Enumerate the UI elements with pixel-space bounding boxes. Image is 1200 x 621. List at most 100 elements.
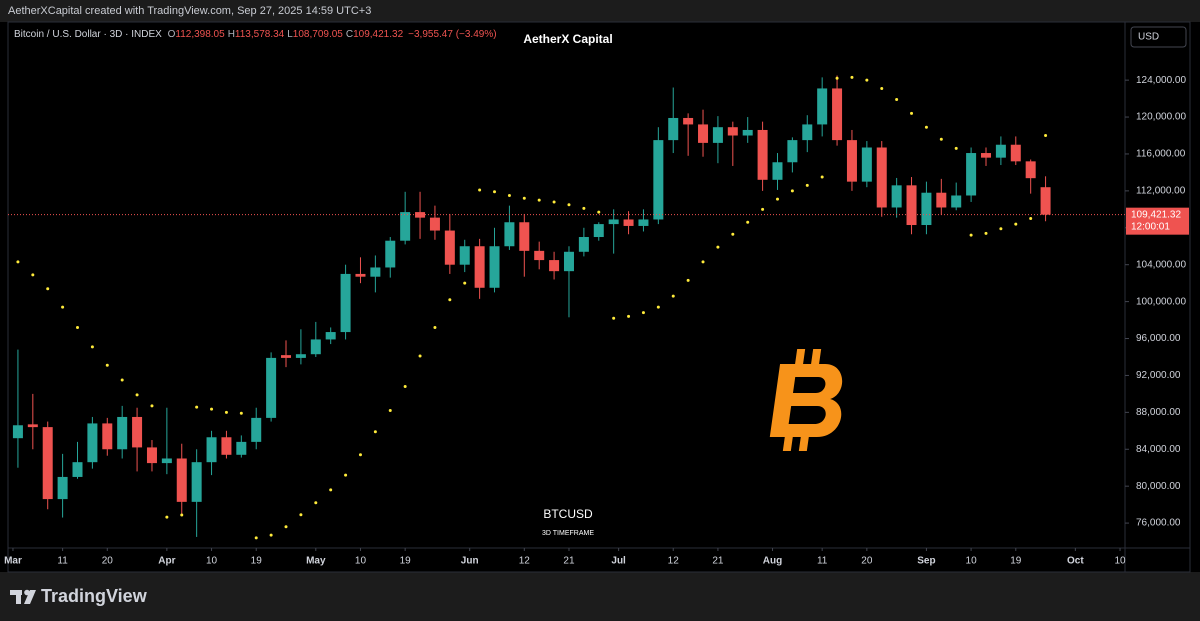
bitcoin-logo	[769, 349, 843, 451]
candle-body	[489, 246, 500, 288]
x-tick-label: 11	[57, 556, 68, 567]
x-tick-label: 11	[817, 556, 828, 567]
candle-body	[876, 147, 887, 208]
countdown: 12:00:01	[1131, 221, 1170, 232]
sar-dot	[448, 298, 452, 302]
y-tick-label: 124,000.00	[1136, 75, 1186, 86]
candle-body	[951, 195, 962, 208]
candle-body	[891, 185, 902, 208]
sar-dot	[507, 193, 511, 197]
sar-dot	[210, 407, 214, 411]
candle-body	[727, 127, 738, 136]
candle-body	[772, 162, 783, 180]
sar-dot	[716, 245, 720, 249]
candle-body	[623, 219, 634, 226]
x-tick-label: 10	[1114, 556, 1126, 567]
sar-dot	[254, 536, 258, 540]
sar-dot	[850, 75, 854, 79]
sar-dot	[790, 189, 794, 193]
candle-body	[787, 140, 798, 163]
candle-body	[146, 447, 157, 464]
candle-body	[87, 423, 98, 463]
y-tick-label: 96,000.00	[1136, 333, 1181, 344]
candle-body	[668, 117, 679, 141]
y-tick-label: 92,000.00	[1136, 370, 1181, 381]
candle-body	[608, 219, 619, 225]
sar-dot	[924, 125, 928, 129]
candle-body	[757, 129, 768, 180]
sar-dot	[105, 363, 109, 367]
footer	[0, 572, 1200, 621]
x-tick-label: Jun	[461, 556, 479, 567]
candle-body	[1010, 144, 1021, 162]
candle-body	[966, 153, 977, 196]
sar-dot	[433, 325, 437, 329]
candle-body	[206, 437, 217, 463]
sar-dot	[954, 146, 958, 150]
candle-body	[310, 339, 321, 355]
candle-body	[534, 250, 545, 261]
x-tick-label: 12	[519, 556, 531, 567]
x-tick-label: Apr	[158, 556, 175, 567]
candle-body	[698, 124, 709, 143]
candle-body	[832, 88, 843, 141]
candle-body	[1040, 187, 1051, 215]
y-tick-label: 80,000.00	[1136, 481, 1181, 492]
sar-dot	[567, 203, 571, 207]
candle-body	[995, 144, 1006, 158]
y-tick-label: 112,000.00	[1136, 186, 1186, 197]
sar-dot	[120, 378, 124, 382]
sar-dot	[299, 513, 303, 517]
sar-dot	[835, 76, 839, 80]
sar-dot	[373, 430, 377, 434]
sar-dot	[284, 525, 288, 529]
sar-dot	[612, 316, 616, 320]
candle-body	[385, 240, 396, 268]
candle-body	[742, 129, 753, 136]
x-tick-label: 12	[668, 556, 680, 567]
candle-body	[236, 441, 247, 455]
sar-dot	[656, 305, 660, 309]
candle-body	[906, 185, 917, 226]
x-tick-label: 20	[102, 556, 114, 567]
sar-dot	[90, 345, 94, 349]
sar-dot	[552, 200, 556, 204]
candle-body	[132, 416, 143, 448]
candle-body	[459, 246, 470, 265]
top-bar: AetherXCapital created with TradingView.…	[0, 0, 1200, 22]
x-tick-label: 21	[563, 556, 575, 567]
sar-dot	[686, 278, 690, 282]
sar-dot	[582, 206, 586, 210]
candle-body	[429, 217, 440, 231]
currency-button[interactable]	[1130, 26, 1187, 48]
sar-dot	[403, 385, 407, 389]
candle-body	[712, 127, 723, 143]
sar-dot	[1044, 134, 1048, 138]
legend: Bitcoin / U.S. Dollar · 3D · INDEX O112,…	[14, 29, 497, 40]
candle-body	[102, 423, 113, 450]
caption: AetherXCapital created with TradingView.…	[8, 5, 372, 17]
sar-dot	[522, 196, 526, 200]
candle-body	[563, 251, 574, 272]
candle-body	[355, 273, 366, 277]
ohlc-value: 108,709.05	[292, 29, 343, 40]
parabolic-sar	[16, 75, 1048, 540]
candle-body	[415, 212, 426, 218]
sar-dot	[358, 453, 362, 457]
sar-dot	[31, 273, 35, 277]
candle-body	[474, 246, 485, 288]
candle-body	[176, 458, 187, 502]
sar-dot	[329, 488, 333, 492]
sar-dot	[910, 111, 914, 115]
sar-dot	[775, 197, 779, 201]
candle-body	[117, 416, 128, 450]
candle-body	[370, 267, 381, 277]
candle-body	[504, 222, 515, 247]
candle-body	[578, 237, 589, 252]
brand: TradingView	[41, 586, 148, 606]
candle-body	[57, 476, 68, 500]
candle-body	[161, 458, 172, 464]
sar-dot	[701, 260, 705, 264]
ohlc-key: O	[167, 29, 176, 40]
candle-body	[251, 417, 262, 442]
